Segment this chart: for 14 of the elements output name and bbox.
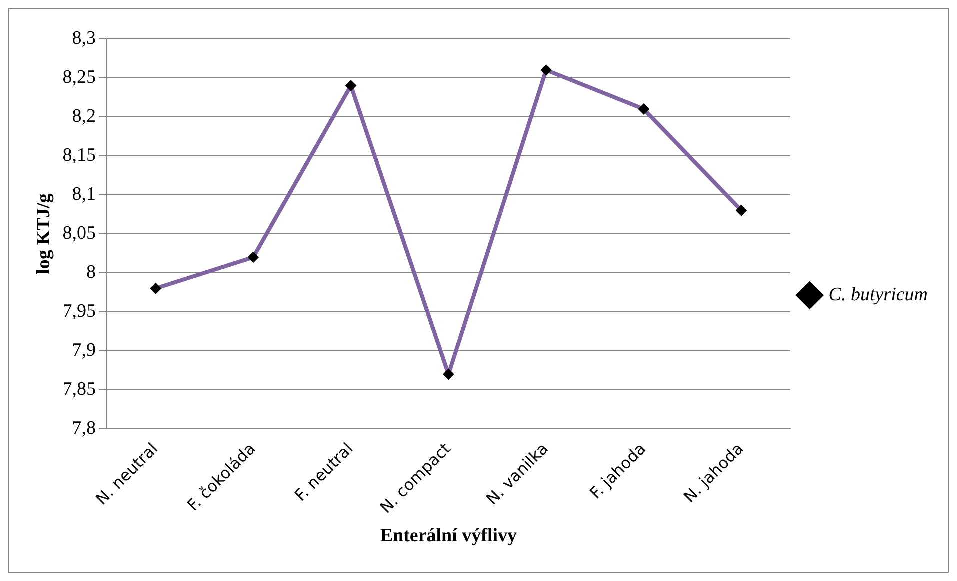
y-tick-label: 7,95	[62, 301, 96, 322]
y-tick-label: 8,1	[72, 184, 96, 205]
y-tick-label: 7,85	[62, 379, 96, 400]
y-tick-label: 7,9	[72, 340, 96, 362]
y-tick-label: 8	[86, 262, 96, 284]
y-tick-label: 7,8	[72, 418, 96, 440]
y-tick-label: 8,2	[72, 106, 96, 127]
x-axis-title: Enterální výflivy	[380, 526, 518, 547]
y-tick-label: 8,3	[72, 28, 96, 49]
y-tick-label: 8,05	[62, 223, 96, 244]
y-axis-title: log KTJ/g	[33, 193, 54, 274]
y-tick-label: 8,15	[62, 144, 96, 166]
y-tick-label: 8,25	[62, 66, 96, 88]
legend-label: C. butyricum	[828, 284, 928, 306]
